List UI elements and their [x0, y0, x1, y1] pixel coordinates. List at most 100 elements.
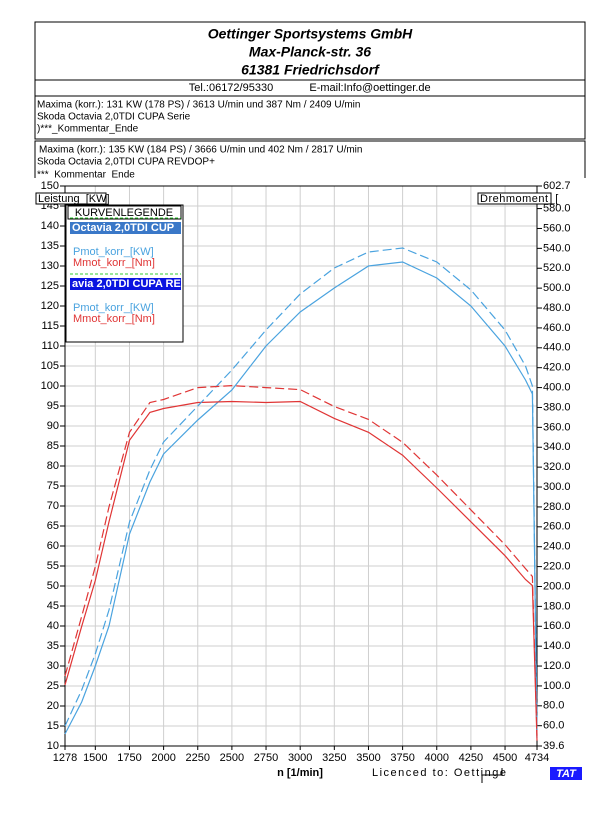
y-tick-label: 15 — [47, 720, 59, 732]
series-line — [64, 400, 538, 741]
y-tick-label: 10 — [47, 740, 59, 752]
y-tick-label: 60 — [47, 540, 59, 552]
y-tick-label: 120 — [41, 300, 59, 312]
x-tick-label: 2000 — [151, 752, 175, 764]
y2-tick-label: 140.0 — [543, 640, 571, 652]
legend-group: avia 2,0TDI CUPA RE — [72, 278, 181, 290]
x-tick-label: 4500 — [493, 752, 517, 764]
comment: ***_Kommentar_Ende — [37, 170, 135, 181]
y-tick-label: 30 — [47, 660, 59, 672]
y2-tick-label: 560.0 — [543, 222, 571, 234]
email: E-mail:Info@oettinger.de — [309, 82, 430, 94]
x-tick-label: 4000 — [425, 752, 449, 764]
x-tick-label: 1278 — [53, 752, 77, 764]
legend-entry: Pmot_korr_[KW] — [73, 302, 154, 314]
legend-title: KURVENLEGENDE — [75, 207, 173, 219]
vehicle: Skoda Octavia 2,0TDI CUPA Serie — [37, 112, 191, 123]
x-tick-label: 3250 — [322, 752, 346, 764]
y2-tick-label: 320.0 — [543, 461, 571, 473]
badge: TAT — [556, 768, 577, 780]
y-tick-label: 65 — [47, 520, 59, 532]
phone: Tel.:06172/95330 — [189, 82, 273, 94]
y2-tick-label: 100.0 — [543, 680, 571, 692]
y2-tick-label: 520.0 — [543, 262, 571, 274]
y2-tick-label: 340.0 — [543, 441, 571, 453]
y-tick-label: 75 — [47, 480, 59, 492]
y-axis-label: Leistung_[KW] — [38, 193, 110, 205]
y2-tick-label: 420.0 — [543, 362, 571, 374]
y2-tick-label: 360.0 — [543, 421, 571, 433]
y2-tick-label: 180.0 — [543, 600, 571, 612]
y2-tick-label: 540.0 — [543, 242, 571, 254]
y-tick-label: 20 — [47, 700, 59, 712]
y-tick-label: 50 — [47, 580, 59, 592]
chart: 1278 1500 1750 2000 2250 2500 2750 3000 3250 3500… — [35, 180, 571, 764]
x-tick-label: 2750 — [254, 752, 278, 764]
legend-group-bg — [70, 278, 181, 290]
y-tick-label: 85 — [47, 440, 59, 452]
run-box — [34, 95, 586, 140]
legend-entry: Mmot_korr_[Nm] — [73, 313, 155, 325]
legend-entry: Pmot_korr_[KW] — [73, 246, 154, 258]
series-line — [64, 247, 538, 731]
y2-tick-label: 380.0 — [543, 401, 571, 413]
x-axis-label: n [1/min] — [277, 767, 323, 779]
y-tick-label: 100 — [41, 380, 59, 392]
y-tick-label: 130 — [41, 260, 59, 272]
city: 61381 Friedrichsdorf — [241, 62, 380, 78]
y2-tick-label: 602.7 — [543, 180, 571, 192]
y2-tick-label: 500.0 — [543, 282, 571, 294]
legend: KURVENLEGENDE Octavia 2,0TDI CUP Pmot_korr… — [65, 204, 184, 343]
y2-label-box — [477, 192, 552, 205]
x-tick-label: 4250 — [459, 752, 483, 764]
mask — [0, 178, 600, 186]
y-tick-label: 45 — [47, 600, 59, 612]
y-tick-label: 140 — [41, 220, 59, 232]
legend-group-bg — [70, 222, 181, 234]
y-tick-label: 135 — [41, 240, 59, 252]
y2-tick-label: 460.0 — [543, 322, 571, 334]
y2-tick-label: 160.0 — [543, 620, 571, 632]
y2-tick-label: 39.6 — [543, 740, 564, 752]
y2-tick-label: 240.0 — [543, 541, 571, 553]
maxima: Maxima (korr.): 131 KW (178 PS) / 3613 U… — [37, 100, 360, 111]
y2-tick-label: 200.0 — [543, 580, 571, 592]
badge-box — [550, 767, 582, 780]
series-line — [64, 261, 538, 739]
series-line — [64, 384, 538, 736]
legend-group: Octavia 2,0TDI CUP — [72, 222, 174, 234]
comment: )***_Kommentar_Ende — [37, 124, 139, 135]
company: Oettinger Sportsystems GmbH — [208, 26, 413, 42]
x-tick-label: 3500 — [356, 752, 380, 764]
y-label-box — [35, 192, 107, 205]
y2-tick-label: 220.0 — [543, 560, 571, 572]
y2-tick-label: 120.0 — [543, 660, 571, 672]
y2-tick-label: 280.0 — [543, 501, 571, 513]
y-tick-label: 70 — [47, 500, 59, 512]
y-tick-label: 25 — [47, 680, 59, 692]
legend-entry: Mmot_korr_[Nm] — [73, 257, 155, 269]
y2-tick-label: 60.0 — [543, 720, 564, 732]
x-tick-label: 3750 — [390, 752, 414, 764]
x-tick-label: 2500 — [220, 752, 244, 764]
y2-tick-label: 260.0 — [543, 521, 571, 533]
y2-tick-label: 80.0 — [543, 700, 564, 712]
x-tick-label: 3000 — [288, 752, 312, 764]
y-tick-label: 55 — [47, 560, 59, 572]
y2-tick-label: 400.0 — [543, 381, 571, 393]
street: Max-Planck-str. 36 — [249, 44, 371, 60]
y-tick-label: 110 — [41, 340, 59, 352]
y-tick-label: 115 — [41, 320, 59, 332]
maxima: Maxima (korr.): 135 KW (184 PS) / 3666 U… — [39, 145, 362, 156]
y2-axis-label: Drehmoment_[ — [480, 193, 559, 205]
legend-title-box — [67, 205, 182, 220]
y-tick-label: 90 — [47, 420, 59, 432]
plot-frame — [64, 185, 538, 747]
x-tick-label: 2250 — [186, 752, 210, 764]
vehicle: Skoda Octavia 2,0TDI CUPA REVDOP+ — [37, 157, 215, 168]
x-tick-label: 1750 — [117, 752, 141, 764]
y2-tick-label: 480.0 — [543, 302, 571, 314]
y2-tick-label: 300.0 — [543, 481, 571, 493]
y-tick-label: 35 — [47, 640, 59, 652]
